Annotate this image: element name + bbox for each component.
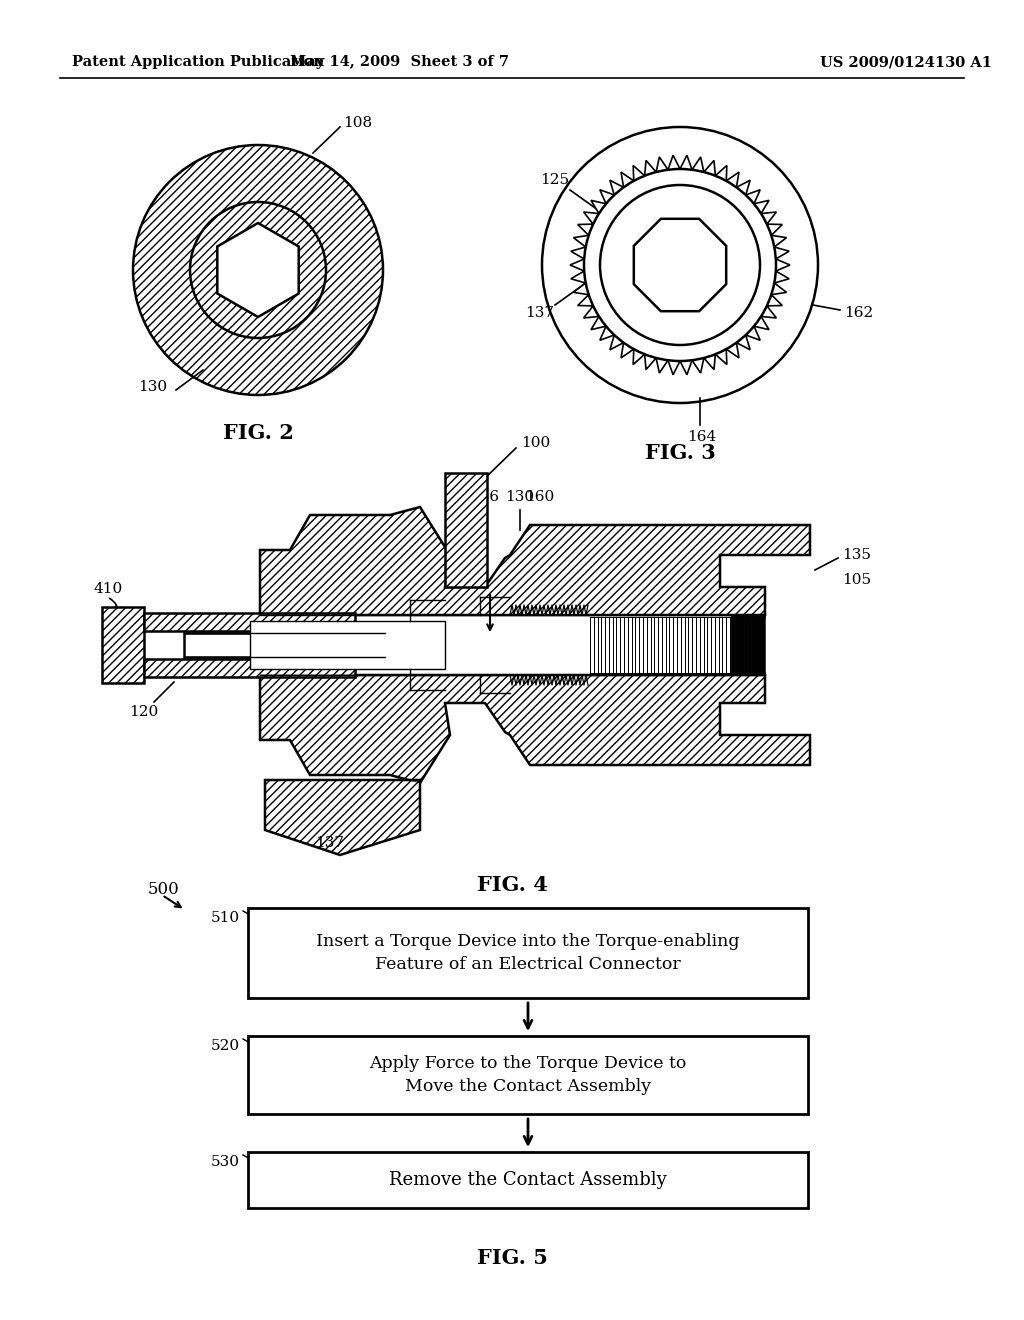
Text: 162: 162 — [844, 306, 873, 319]
Polygon shape — [260, 507, 810, 615]
Circle shape — [133, 145, 383, 395]
Polygon shape — [445, 473, 487, 587]
Polygon shape — [265, 780, 420, 855]
Text: 108: 108 — [343, 116, 372, 129]
Text: 125: 125 — [540, 173, 569, 187]
Text: Insert a Torque Device into the Torque-enabling
Feature of an Electrical Connect: Insert a Torque Device into the Torque-e… — [316, 933, 739, 973]
Text: 137: 137 — [525, 306, 554, 319]
Circle shape — [600, 185, 760, 345]
Text: Patent Application Publication: Patent Application Publication — [72, 55, 324, 69]
Text: FIG. 4: FIG. 4 — [476, 875, 548, 895]
Polygon shape — [144, 659, 355, 677]
Bar — [248, 1152, 808, 1208]
Text: 500: 500 — [148, 882, 180, 899]
Text: 520: 520 — [211, 1039, 240, 1053]
Polygon shape — [260, 615, 765, 675]
Text: 120: 120 — [129, 705, 159, 719]
Text: 410: 410 — [94, 582, 123, 597]
Text: 510: 510 — [211, 911, 240, 925]
Polygon shape — [250, 620, 445, 669]
Polygon shape — [184, 634, 385, 657]
Text: FIG. 5: FIG. 5 — [476, 1247, 548, 1269]
Text: 130: 130 — [138, 380, 167, 393]
Circle shape — [584, 169, 776, 360]
Text: 130: 130 — [506, 490, 535, 504]
Bar — [248, 908, 808, 998]
Polygon shape — [217, 223, 299, 317]
Polygon shape — [260, 675, 810, 783]
Text: Remove the Contact Assembly: Remove the Contact Assembly — [389, 1171, 667, 1189]
Text: 136: 136 — [470, 490, 500, 504]
Text: Apply Force to the Torque Device to
Move the Contact Assembly: Apply Force to the Torque Device to Move… — [370, 1055, 687, 1096]
Circle shape — [542, 127, 818, 403]
Text: FIG. 2: FIG. 2 — [222, 422, 294, 444]
Text: 135: 135 — [842, 548, 871, 562]
Text: May 14, 2009  Sheet 3 of 7: May 14, 2009 Sheet 3 of 7 — [291, 55, 510, 69]
Text: FIG. 3: FIG. 3 — [645, 444, 716, 463]
Bar — [248, 1036, 808, 1114]
Text: 160: 160 — [525, 490, 555, 504]
Text: 137: 137 — [315, 836, 344, 850]
Polygon shape — [570, 156, 790, 375]
Text: US 2009/0124130 A1: US 2009/0124130 A1 — [820, 55, 992, 69]
Text: 100: 100 — [521, 436, 550, 450]
Polygon shape — [634, 219, 726, 312]
Polygon shape — [102, 607, 144, 682]
Text: 105: 105 — [842, 573, 871, 587]
Polygon shape — [144, 612, 355, 631]
Text: 530: 530 — [211, 1155, 240, 1170]
Text: 164: 164 — [687, 430, 717, 444]
